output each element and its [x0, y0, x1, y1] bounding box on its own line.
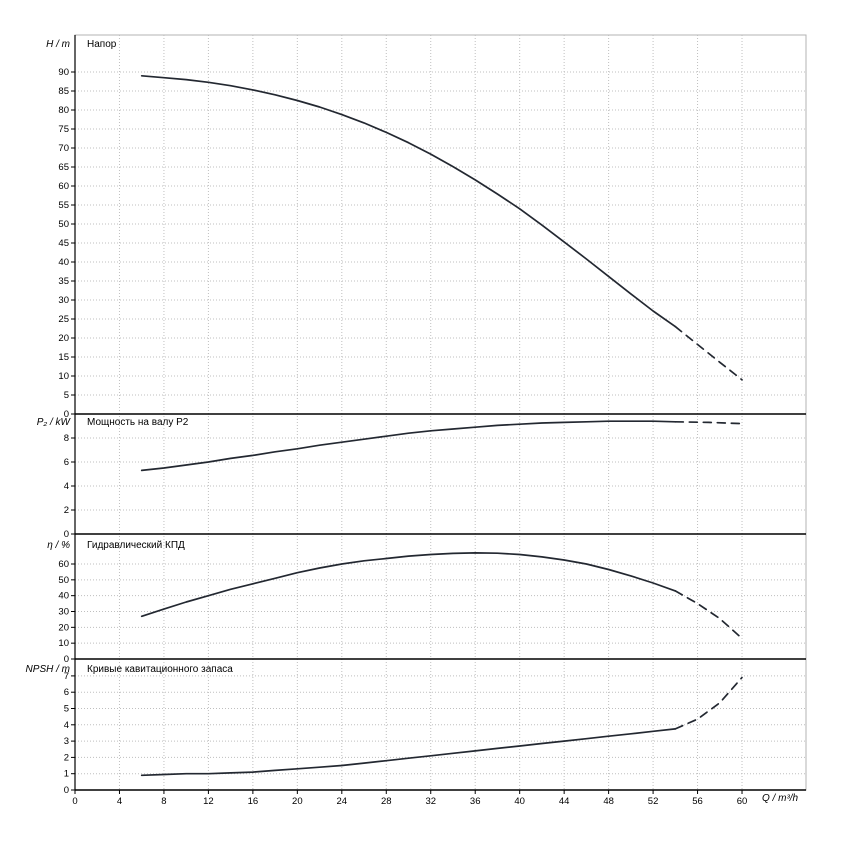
npsh-axis-unit: NPSH / m: [25, 664, 70, 675]
x-tick-label: 48: [603, 796, 614, 807]
y-tick-label: 65: [58, 162, 69, 173]
head-curve: [140, 74, 677, 328]
efficiency-curve: [140, 552, 677, 618]
x-tick-label: 12: [203, 796, 214, 807]
x-tick-label: 36: [470, 796, 481, 807]
power-axis-unit: P₂ / kW: [36, 417, 70, 428]
y-tick-label: 70: [58, 143, 69, 154]
npsh-panel-title: Кривые кавитационного запаса: [87, 664, 233, 675]
x-tick-label: 4: [117, 796, 122, 807]
grid-layer: [75, 35, 806, 790]
y-tick-label: 10: [58, 638, 69, 649]
y-tick-label: 5: [64, 390, 69, 401]
x-tick-label: 56: [692, 796, 703, 807]
y-tick-label: 55: [58, 200, 69, 211]
y-tick-label: 75: [58, 124, 69, 135]
y-tick-label: 2: [64, 752, 69, 763]
power-extrapolation: [674, 420, 743, 425]
tick-label-layer: 0510152025303540455055606570758085900246…: [58, 67, 747, 807]
curve-head: [140, 74, 743, 381]
y-tick-label: 60: [58, 181, 69, 192]
power-curve: [140, 420, 677, 472]
y-tick-label: 4: [64, 481, 69, 492]
power-panel-title: Мощность на валу P2: [87, 417, 189, 428]
y-tick-label: 50: [58, 575, 69, 586]
y-tick-label: 6: [64, 687, 69, 698]
npsh-extrapolation: [674, 676, 743, 730]
x-tick-label: 0: [72, 796, 77, 807]
y-tick-label: 4: [64, 720, 69, 731]
x-tick-label: 52: [648, 796, 659, 807]
x-tick-label: 28: [381, 796, 392, 807]
y-tick-label: 80: [58, 105, 69, 116]
y-tick-label: 1: [64, 769, 69, 780]
y-tick-label: 30: [58, 607, 69, 618]
y-tick-label: 40: [58, 591, 69, 602]
curve-npsh: [140, 676, 743, 777]
y-tick-label: 2: [64, 505, 69, 516]
efficiency-axis-unit: η / %: [47, 540, 70, 551]
efficiency-panel-title: Гидравлический КПД: [87, 540, 185, 551]
y-tick-label: 40: [58, 257, 69, 268]
y-tick-label: 15: [58, 352, 69, 363]
x-tick-label: 8: [161, 796, 166, 807]
x-tick-label: 32: [425, 796, 436, 807]
y-tick-label: 85: [58, 86, 69, 97]
head-extrapolation: [674, 325, 743, 381]
y-tick-label: 3: [64, 736, 69, 747]
x-tick-label: 60: [737, 796, 748, 807]
curve-efficiency: [140, 552, 743, 640]
curve-power: [140, 420, 743, 472]
y-tick-label: 0: [64, 529, 69, 540]
y-tick-label: 8: [64, 433, 69, 444]
axis-layer: [74, 35, 806, 791]
x-tick-label: 40: [514, 796, 525, 807]
y-tick-label: 90: [58, 67, 69, 78]
y-tick-label: 50: [58, 219, 69, 230]
y-tick-label: 0: [64, 785, 69, 796]
y-tick-label: 30: [58, 295, 69, 306]
y-tick-label: 60: [58, 559, 69, 570]
x-tick-label: 20: [292, 796, 303, 807]
y-tick-label: 5: [64, 704, 69, 715]
head-axis-unit: H / m: [46, 39, 70, 50]
y-tick-label: 7: [64, 671, 69, 682]
y-tick-label: 25: [58, 314, 69, 325]
efficiency-extrapolation: [674, 590, 743, 640]
y-tick-label: 6: [64, 457, 69, 468]
x-axis-unit: Q / m³/h: [762, 793, 799, 804]
y-tick-label: 20: [58, 622, 69, 633]
y-tick-label: 0: [64, 654, 69, 665]
head-panel-title: Напор: [87, 39, 117, 50]
y-tick-label: 10: [58, 371, 69, 382]
npsh-curve: [140, 728, 677, 777]
x-tick-label: 44: [559, 796, 570, 807]
y-tick-label: 35: [58, 276, 69, 287]
y-tick-label: 0: [64, 409, 69, 420]
y-tick-label: 20: [58, 333, 69, 344]
x-tick-label: 24: [337, 796, 348, 807]
x-tick-label: 16: [248, 796, 259, 807]
y-tick-label: 45: [58, 238, 69, 249]
